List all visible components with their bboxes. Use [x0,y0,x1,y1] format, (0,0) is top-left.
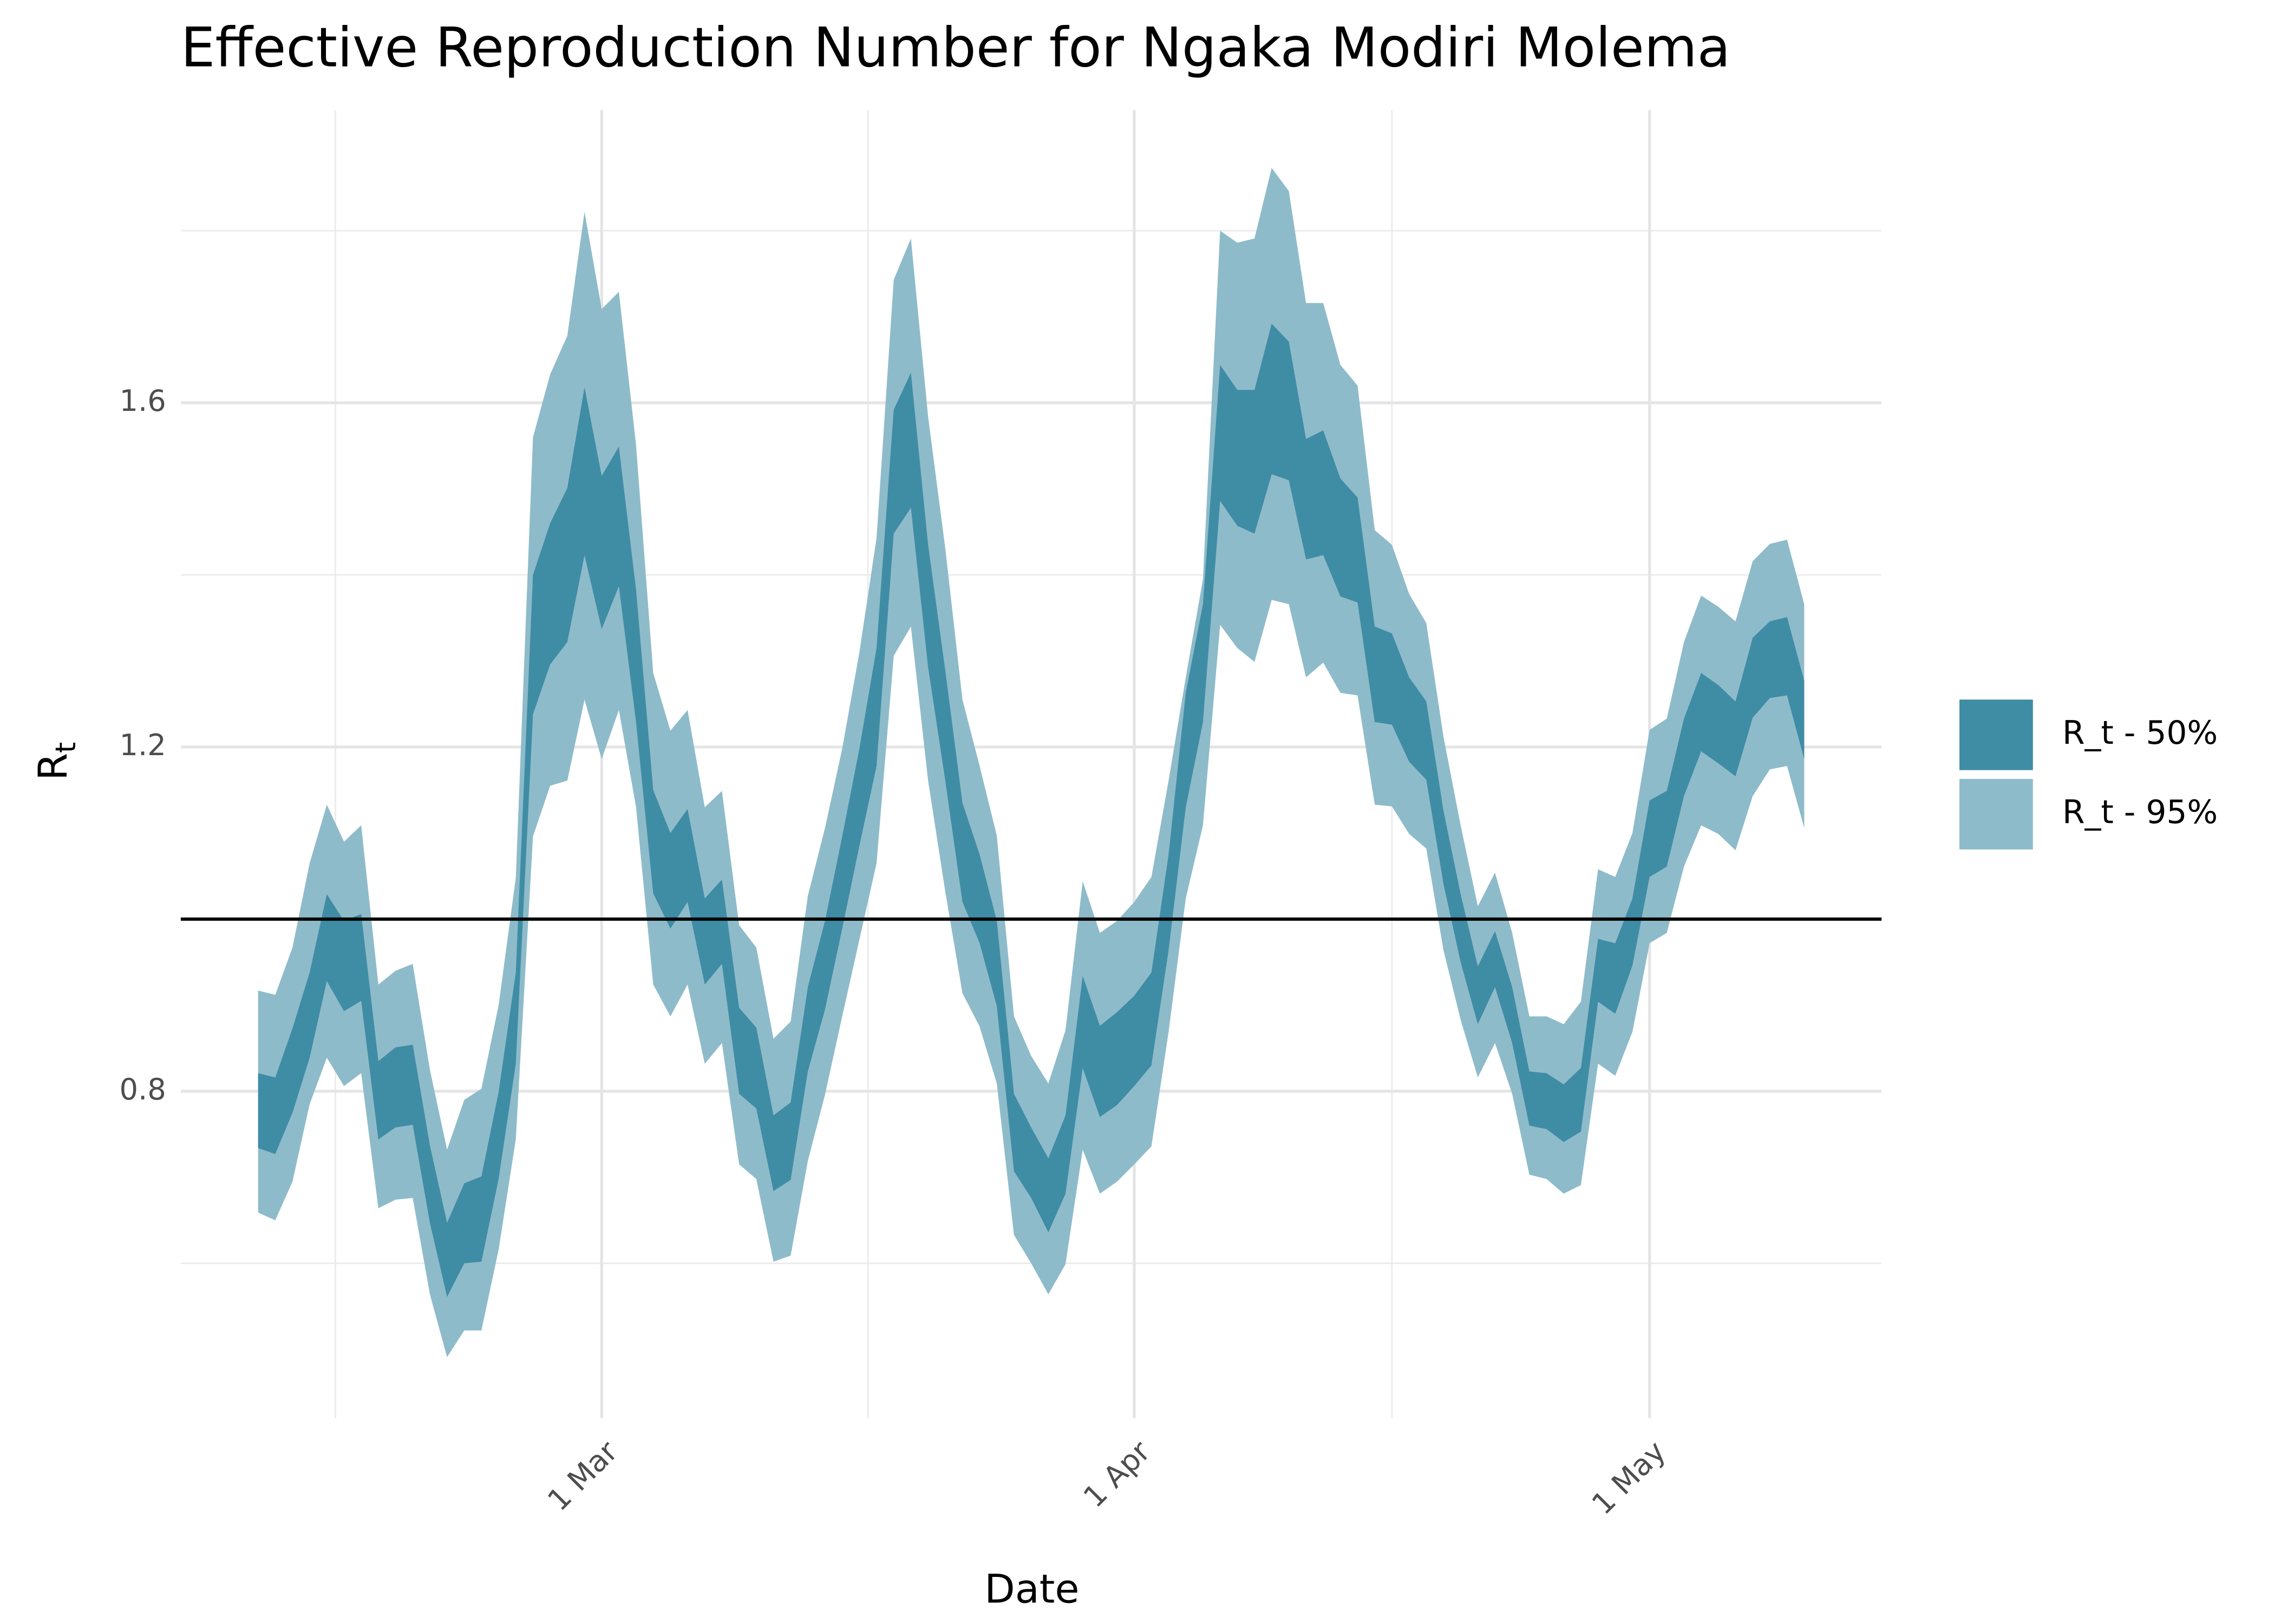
y-axis-title-subscript: t [50,742,82,753]
legend-swatch [1959,699,2033,770]
y-tick-label: 1.6 [119,384,166,418]
y-axis-title-base: R [30,753,76,781]
y-tick-label: 0.8 [119,1072,166,1106]
ribbon-band [258,168,1805,1358]
x-axis-title: Date [984,1566,1079,1612]
legend-label: R_t - 50% [2062,715,2218,752]
legend-label: R_t - 95% [2062,794,2218,831]
legend-swatch [1959,778,2033,850]
y-axis-title: Rt [30,742,82,781]
chart-title: Effective Reproduction Number for Ngaka … [181,16,1730,79]
y-tick-label: 1.2 [119,728,166,762]
